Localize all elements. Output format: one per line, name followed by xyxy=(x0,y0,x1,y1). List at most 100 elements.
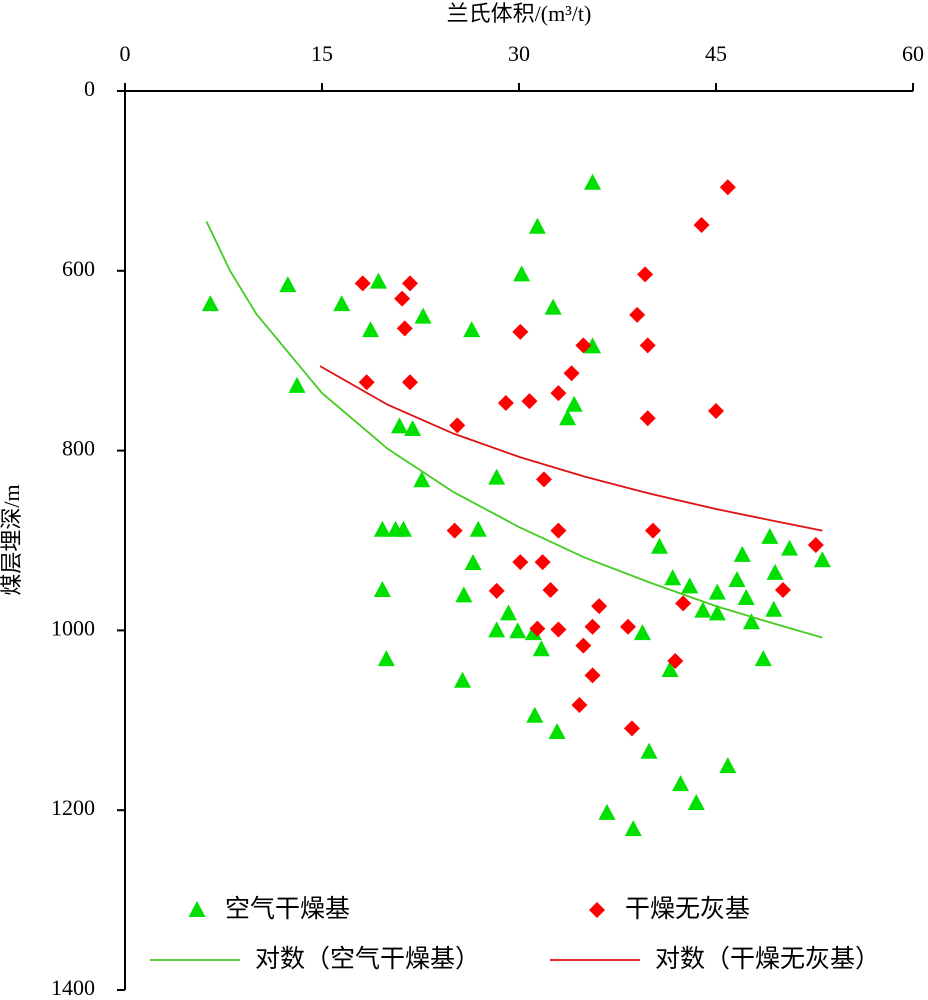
diamond-marker xyxy=(575,337,592,354)
x-tick-label: 45 xyxy=(705,41,727,66)
diamond-marker xyxy=(644,522,661,539)
triangle-marker xyxy=(469,520,487,537)
triangle-marker xyxy=(528,217,546,234)
diamond-marker xyxy=(535,471,552,488)
triangle-marker xyxy=(333,295,351,312)
triangle-marker xyxy=(373,520,391,537)
triangle-marker xyxy=(661,660,679,677)
triangle-marker xyxy=(708,604,726,621)
triangle-marker xyxy=(394,520,412,537)
x-tick-label: 0 xyxy=(120,41,131,66)
triangle-marker xyxy=(279,276,297,293)
diamond-marker xyxy=(639,410,656,427)
triangle-marker xyxy=(454,671,472,688)
triangle-marker xyxy=(373,580,391,597)
triangle-marker xyxy=(737,589,755,606)
legend-label: 干燥无灰基 xyxy=(625,894,750,923)
diamond-marker xyxy=(497,394,514,411)
diamond-marker xyxy=(550,522,567,539)
diamond-marker xyxy=(446,522,463,539)
legend-marker xyxy=(188,901,206,917)
triangle-marker xyxy=(369,272,387,289)
triangle-marker xyxy=(390,417,408,434)
diamond-marker xyxy=(719,179,736,196)
y-tick-label: 1400 xyxy=(51,975,95,1000)
diamond-marker xyxy=(575,637,592,654)
diamond-marker xyxy=(354,275,371,292)
triangle-marker xyxy=(548,722,566,739)
triangle-marker xyxy=(781,539,799,556)
triangle-marker xyxy=(499,604,517,621)
triangle-marker xyxy=(488,468,506,485)
triangle-marker xyxy=(664,569,682,586)
triangle-marker xyxy=(624,820,642,837)
triangle-marker xyxy=(728,571,746,588)
triangle-marker xyxy=(694,601,712,618)
diamond-marker xyxy=(667,652,684,669)
triangle-marker xyxy=(719,757,737,774)
y-tick-label: 0 xyxy=(84,76,95,101)
diamond-marker xyxy=(550,385,567,402)
diamond-marker xyxy=(512,323,529,340)
trend-line xyxy=(205,220,823,639)
triangle-marker xyxy=(455,586,473,603)
triangle-marker xyxy=(733,545,751,562)
diamond-marker xyxy=(394,290,411,307)
diamond-marker xyxy=(629,306,646,323)
diamond-marker xyxy=(637,266,654,283)
diamond-marker xyxy=(529,620,546,637)
diamond-marker xyxy=(550,621,567,638)
diamond-marker xyxy=(584,667,601,684)
y-axis-title: 煤层埋深/m xyxy=(0,484,24,595)
diamond-marker xyxy=(401,374,418,391)
triangle-marker xyxy=(404,420,422,437)
triangle-marker xyxy=(526,706,544,723)
diamond-marker xyxy=(591,598,608,615)
triangle-marker xyxy=(681,577,699,594)
diamond-marker xyxy=(396,320,413,337)
diamond-marker xyxy=(563,365,580,382)
triangle-marker xyxy=(640,742,658,759)
triangle-marker xyxy=(813,551,831,568)
triangle-marker xyxy=(288,376,306,393)
diamond-marker xyxy=(512,554,529,571)
triangle-marker xyxy=(687,794,705,811)
diamond-marker xyxy=(708,403,724,420)
triangle-marker xyxy=(633,624,651,641)
diamond-marker xyxy=(639,337,656,354)
triangle-marker xyxy=(754,650,772,667)
y-tick-label: 800 xyxy=(62,436,95,461)
diamond-marker xyxy=(571,697,588,714)
x-tick-label: 60 xyxy=(902,41,924,66)
triangle-marker xyxy=(463,321,481,338)
triangle-marker xyxy=(413,471,431,488)
triangle-marker xyxy=(488,621,506,638)
legend-label: 空气干燥基 xyxy=(225,894,350,923)
triangle-marker xyxy=(559,409,577,426)
diamond-marker xyxy=(521,393,538,410)
triangle-marker xyxy=(565,395,583,412)
triangle-marker xyxy=(766,563,784,580)
triangle-marker xyxy=(513,265,531,282)
triangle-marker xyxy=(765,600,783,617)
diamond-marker xyxy=(693,216,710,233)
diamond-marker xyxy=(774,581,791,598)
diamond-marker xyxy=(358,374,375,391)
triangle-marker xyxy=(377,650,395,667)
triangle-marker xyxy=(584,337,602,354)
y-tick-label: 1000 xyxy=(51,615,95,640)
y-tick-label: 1200 xyxy=(51,795,95,820)
diamond-marker xyxy=(584,618,601,635)
diamond-marker xyxy=(675,595,692,612)
triangle-marker xyxy=(598,803,616,820)
diamond-marker xyxy=(623,720,640,737)
triangle-marker xyxy=(509,622,527,639)
legend-label: 对数（干燥无灰基） xyxy=(655,944,880,973)
triangle-marker xyxy=(532,640,550,657)
y-tick-label: 600 xyxy=(62,256,95,281)
triangle-marker xyxy=(761,527,779,544)
diamond-marker xyxy=(534,554,551,571)
triangle-marker xyxy=(584,173,602,190)
triangle-marker xyxy=(201,295,219,312)
